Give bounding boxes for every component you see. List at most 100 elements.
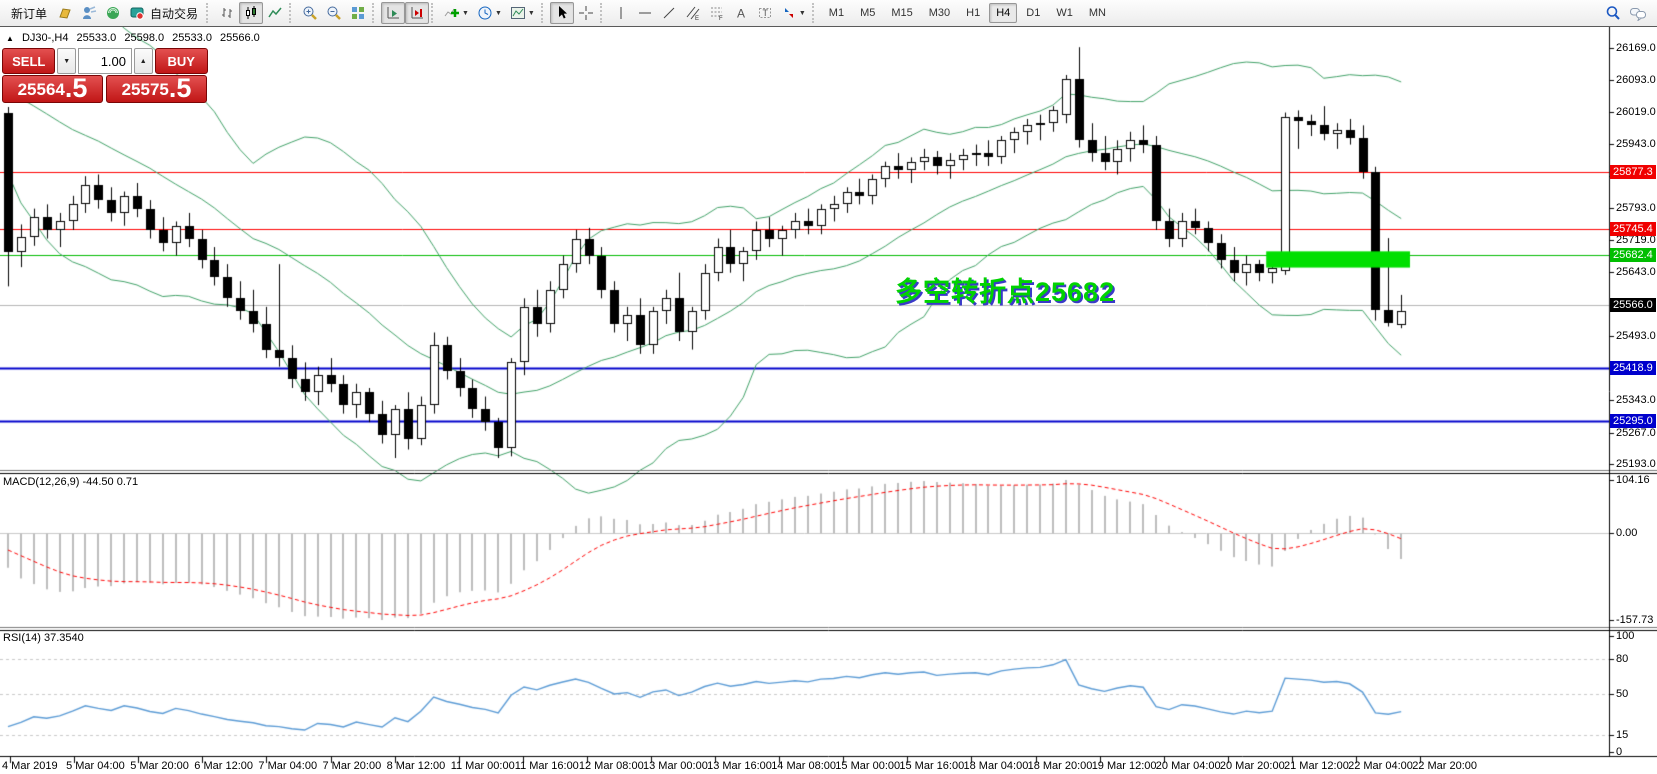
price-tick-label: 25493.0	[1616, 330, 1656, 343]
dropdown-caret-icon: ▼	[462, 9, 469, 17]
toolbar-right-group	[1601, 2, 1651, 24]
volume-input[interactable]	[78, 48, 132, 74]
toolbar-separator	[811, 3, 819, 23]
rsi-axis-label: 100	[1616, 630, 1635, 642]
toolbar-separator	[431, 3, 438, 23]
symbol-info-line: ▲ DJ30-,H4 25533.0 25598.0 25533.0 25566…	[6, 32, 265, 44]
ohlc-high: 25598.0	[124, 32, 165, 44]
cursor-button[interactable]	[549, 2, 574, 24]
terminal-button[interactable]	[101, 2, 125, 24]
line-chart-mode-button[interactable]	[263, 2, 287, 24]
time-tick-label: 13 Mar 00:00	[643, 760, 708, 772]
timeframe-m15-button[interactable]: M15	[891, 7, 913, 19]
timeframe-m1-button[interactable]: M1	[828, 7, 845, 19]
sell-button[interactable]: SELL	[2, 48, 56, 74]
time-tick-label: 15 Mar 16:00	[899, 760, 965, 772]
toolbar-separator	[372, 3, 379, 23]
time-tick-label: 11 Mar 00:00	[450, 760, 515, 772]
tile-windows-icon	[352, 7, 365, 19]
market-watch-button[interactable]	[53, 2, 77, 24]
templates-button[interactable]: ▼	[506, 2, 539, 24]
timeframe-h1-button[interactable]: H1	[966, 7, 981, 19]
time-tick-label: 7 Mar 04:00	[258, 760, 318, 772]
time-tick-label: 12 Mar 08:00	[578, 760, 644, 772]
timeframe-mn-button[interactable]: MN	[1088, 7, 1106, 19]
tile-windows-button[interactable]	[346, 2, 370, 24]
macd-axis-label: 104.16	[1616, 474, 1650, 486]
oneclick-collapse-icon[interactable]: ▲	[6, 34, 14, 43]
time-tick-label: 22 Mar 04:00	[1348, 760, 1413, 772]
indicators-button[interactable]: ▼	[440, 2, 473, 24]
cursor-arrow-icon	[558, 6, 567, 19]
time-tick-label: 21 Mar 12:00	[1284, 760, 1349, 772]
buy-price-int: 25575	[121, 80, 169, 99]
buy-button[interactable]: BUY	[154, 48, 208, 74]
rsi-axis-label: 80	[1616, 653, 1629, 666]
vertical-line-button[interactable]	[609, 2, 633, 24]
text-button[interactable]: A	[729, 2, 753, 24]
chart-area: ▲ DJ30-,H4 25533.0 25598.0 25533.0 25566…	[0, 27, 1657, 774]
navigator-icon	[83, 6, 97, 19]
price-tick-label: 26019.0	[1616, 105, 1656, 118]
templates-icon	[510, 7, 525, 19]
vertical-line-icon	[620, 7, 622, 19]
crosshair-button[interactable]	[574, 2, 598, 24]
timeframe-group: M1 M5 M15 M30 H1 H4 D1 W1 MN	[821, 3, 1114, 23]
price-tick-label: 25943.0	[1616, 138, 1656, 151]
candlestick-icon	[246, 6, 257, 19]
buy-price-dec: .5	[168, 73, 192, 103]
buy-price-button[interactable]: 25575 .5	[106, 75, 207, 103]
chat-button[interactable]	[1625, 2, 1651, 24]
candlestick-mode-button[interactable]	[239, 2, 264, 24]
chart-canvas[interactable]	[0, 27, 1657, 774]
trendline-button[interactable]	[657, 2, 681, 24]
zoom-in-button[interactable]	[298, 2, 322, 24]
periods-button[interactable]: ▼	[473, 2, 506, 24]
bar-chart-icon	[222, 8, 233, 18]
timeframe-d1-button[interactable]: D1	[1026, 7, 1041, 19]
sell-price-button[interactable]: 25564 .5	[2, 75, 103, 103]
arrows-button[interactable]: ▼	[777, 2, 810, 24]
price-level-badge: 25745.4	[1610, 221, 1656, 236]
new-order-label: 新订单	[11, 6, 48, 21]
fibonacci-button[interactable]: F	[705, 2, 729, 24]
horizontal-line-icon	[638, 12, 651, 14]
autotrade-button[interactable]: 自动交易	[125, 2, 204, 24]
timeframe-m5-button[interactable]: M5	[860, 7, 876, 19]
navigator-button[interactable]	[77, 2, 101, 24]
time-tick-label: 19 Mar 12:00	[1091, 760, 1157, 772]
price-level-badge: 25418.9	[1610, 360, 1656, 375]
volume-decrease-button[interactable]: ▼	[57, 48, 76, 74]
dropdown-caret-icon: ▼	[527, 9, 535, 17]
chart-annotation-text[interactable]: 多空转折点25682	[895, 277, 1116, 307]
bar-chart-mode-button[interactable]	[215, 2, 239, 24]
price-tick-label: 26169.0	[1616, 41, 1656, 54]
one-click-trading-panel: SELL ▼ ▲ BUY 25564 .5 25575	[2, 48, 208, 103]
time-tick-label: 18 Mar 04:00	[963, 760, 1029, 772]
auto-scroll-button[interactable]	[381, 2, 406, 24]
text-label-icon: T	[758, 8, 771, 18]
volume-increase-button[interactable]: ▲	[134, 48, 153, 74]
time-tick-label: 6 Mar 12:00	[194, 760, 253, 772]
timeframe-h4-button[interactable]: H4	[989, 3, 1018, 23]
horizontal-line-button[interactable]	[633, 2, 657, 24]
price-tick-label: 25719.0	[1616, 233, 1656, 246]
macd-axis-label: -157.73	[1616, 614, 1654, 626]
zoom-out-button[interactable]	[322, 2, 346, 24]
new-order-button[interactable]: 新订单	[5, 2, 53, 24]
search-button[interactable]	[1601, 2, 1625, 24]
macd-axis-label: 0.00	[1616, 527, 1638, 539]
text-label-button[interactable]: T	[753, 2, 777, 24]
timeframe-w1-button[interactable]: W1	[1056, 7, 1073, 19]
timeframe-m30-button[interactable]: M30	[928, 7, 951, 19]
sell-button-label: SELL	[12, 53, 46, 69]
time-tick-label: 15 Mar 00:00	[835, 760, 901, 772]
svg-text:T: T	[762, 8, 768, 18]
svg-text:F: F	[719, 16, 723, 21]
time-tick-label: 13 Mar 16:00	[707, 760, 772, 772]
autotrade-icon	[130, 7, 144, 20]
toolbar-separator	[540, 3, 548, 23]
equidistant-channel-button[interactable]: E	[681, 2, 705, 24]
toolbar-separator	[599, 3, 607, 23]
chart-shift-button[interactable]	[405, 2, 430, 24]
